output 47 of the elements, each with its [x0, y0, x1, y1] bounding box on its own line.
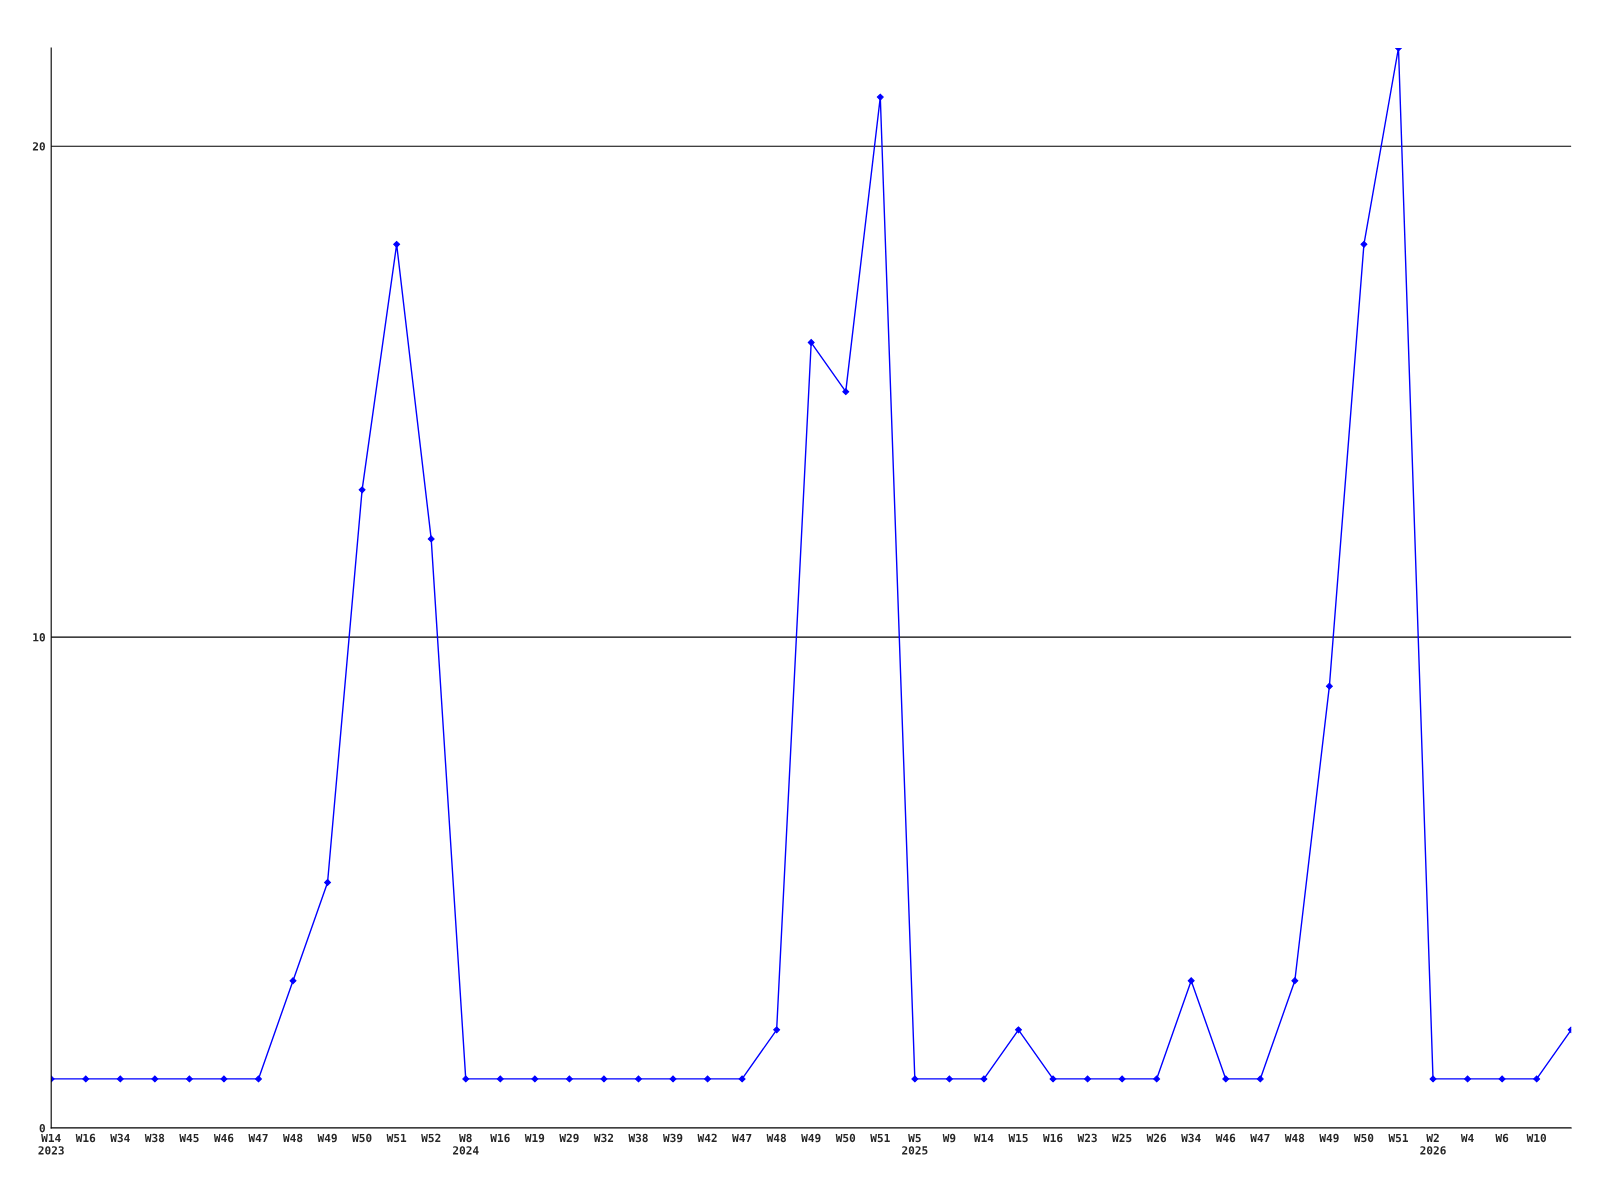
x-tick-label: W2 2026	[1420, 1133, 1446, 1155]
x-tick-label: W8 2024	[452, 1133, 479, 1155]
x-tick-label: W48	[1284, 1133, 1305, 1143]
x-tick-label: W38	[628, 1133, 648, 1143]
y-tick-label: 20	[32, 142, 45, 151]
x-tick-label: W16	[490, 1133, 510, 1143]
x-tick-label: W52	[421, 1133, 441, 1143]
x-tick-label: W23	[1077, 1133, 1097, 1143]
x-tick-label: W50	[352, 1133, 372, 1143]
x-tick-label: W32	[593, 1133, 614, 1143]
x-tick-label: W38	[144, 1133, 165, 1143]
x-tick-label: W10	[1526, 1133, 1547, 1143]
x-tick-label: W14	[973, 1133, 994, 1142]
x-tick-label: W49	[801, 1133, 821, 1143]
x-tick-label: W16	[75, 1133, 96, 1143]
x-tick-label: W45	[179, 1133, 199, 1143]
x-tick-label: W51	[386, 1133, 407, 1143]
x-tick-label: W48	[282, 1133, 303, 1143]
x-tick-label: W25	[1112, 1133, 1132, 1143]
x-tick-label: W42	[697, 1133, 717, 1142]
x-tick-label: W34	[1181, 1133, 1201, 1143]
x-tick-label: W50	[835, 1133, 856, 1143]
x-tick-label: W47	[732, 1133, 752, 1142]
x-tick-label: W47	[248, 1133, 268, 1142]
x-tick-label: W26	[1146, 1133, 1167, 1143]
x-tick-label: W49	[317, 1133, 337, 1143]
x-tick-label: W46	[213, 1133, 234, 1143]
x-tick-label: W9	[942, 1133, 956, 1143]
x-tick-label: W15	[1008, 1133, 1028, 1143]
x-tick-label: W4	[1460, 1133, 1474, 1142]
x-tick-label: W47	[1250, 1133, 1270, 1142]
x-tick-label: W46	[1215, 1133, 1236, 1143]
x-tick-label: W50	[1353, 1133, 1374, 1143]
x-tick-label: W51	[1388, 1133, 1408, 1143]
y-tick-label: 0	[39, 1123, 45, 1133]
x-tick-label: W39	[662, 1133, 683, 1143]
x-tick-label: W5 2025	[902, 1133, 928, 1155]
x-tick-label: W48	[766, 1133, 786, 1143]
x-tick-label: W16	[1042, 1133, 1063, 1143]
x-tick-label: W34	[110, 1133, 130, 1143]
x-tick-label: W29	[559, 1133, 579, 1143]
x-tick-label: W14 2023	[38, 1133, 64, 1155]
x-tick-label: W19	[524, 1133, 545, 1143]
x-tick-label: W49	[1319, 1133, 1339, 1143]
x-tick-label: W6	[1495, 1133, 1509, 1143]
x-tick-label: W51	[870, 1133, 890, 1143]
y-tick-label: 10	[33, 633, 45, 642]
